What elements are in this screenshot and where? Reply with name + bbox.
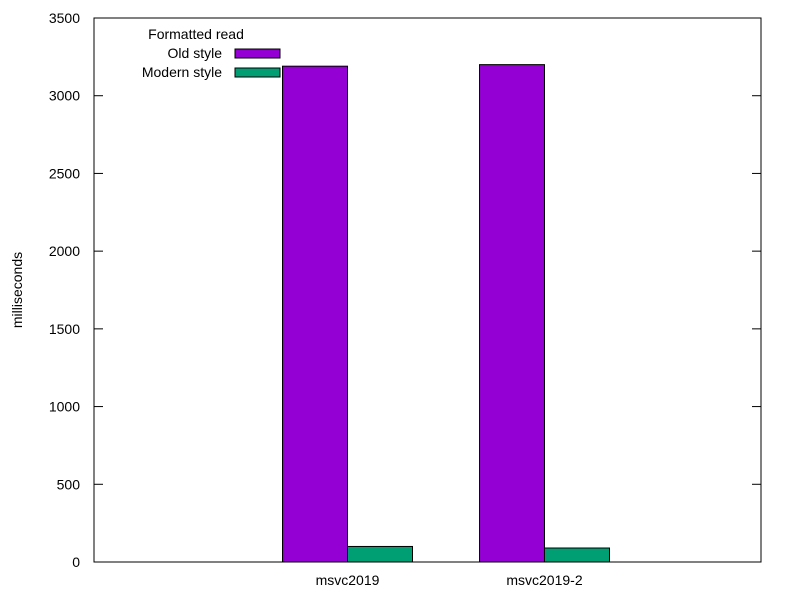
x-tick-label: msvc2019-2 <box>506 572 582 588</box>
legend-title: Formatted read <box>148 26 244 42</box>
bar-old-style-0 <box>282 65 348 563</box>
y-tick-label: 1500 <box>49 321 80 337</box>
plot-frame <box>93 17 762 563</box>
bars-layer <box>282 64 610 563</box>
y-tick-label: 500 <box>57 476 81 492</box>
legend-swatch-1 <box>234 67 281 78</box>
y-tick-label: 1000 <box>49 399 80 415</box>
legend-label-0: Old style <box>168 45 223 61</box>
y-tick-label: 2500 <box>49 165 80 181</box>
y-axis-title: milliseconds <box>9 252 25 328</box>
y-tick-label: 3000 <box>49 88 80 104</box>
y-tick-label: 3500 <box>49 10 80 26</box>
y-axis-ticks: 0 500 1000 1500 2000 2500 3000 3500 <box>49 10 761 570</box>
y-tick-label: 0 <box>72 554 80 570</box>
legend: Formatted read Old style Modern style <box>142 26 281 80</box>
x-axis-ticks: msvc2019 msvc2019-2 <box>316 553 583 588</box>
y-tick-label: 2000 <box>49 243 80 259</box>
legend-label-1: Modern style <box>142 64 222 80</box>
legend-swatch-0 <box>234 48 281 59</box>
bar-modern-style-0 <box>347 545 413 563</box>
x-tick-label: msvc2019 <box>316 572 380 588</box>
bar-old-style-1 <box>479 64 545 563</box>
bar-modern-style-1 <box>544 547 610 563</box>
